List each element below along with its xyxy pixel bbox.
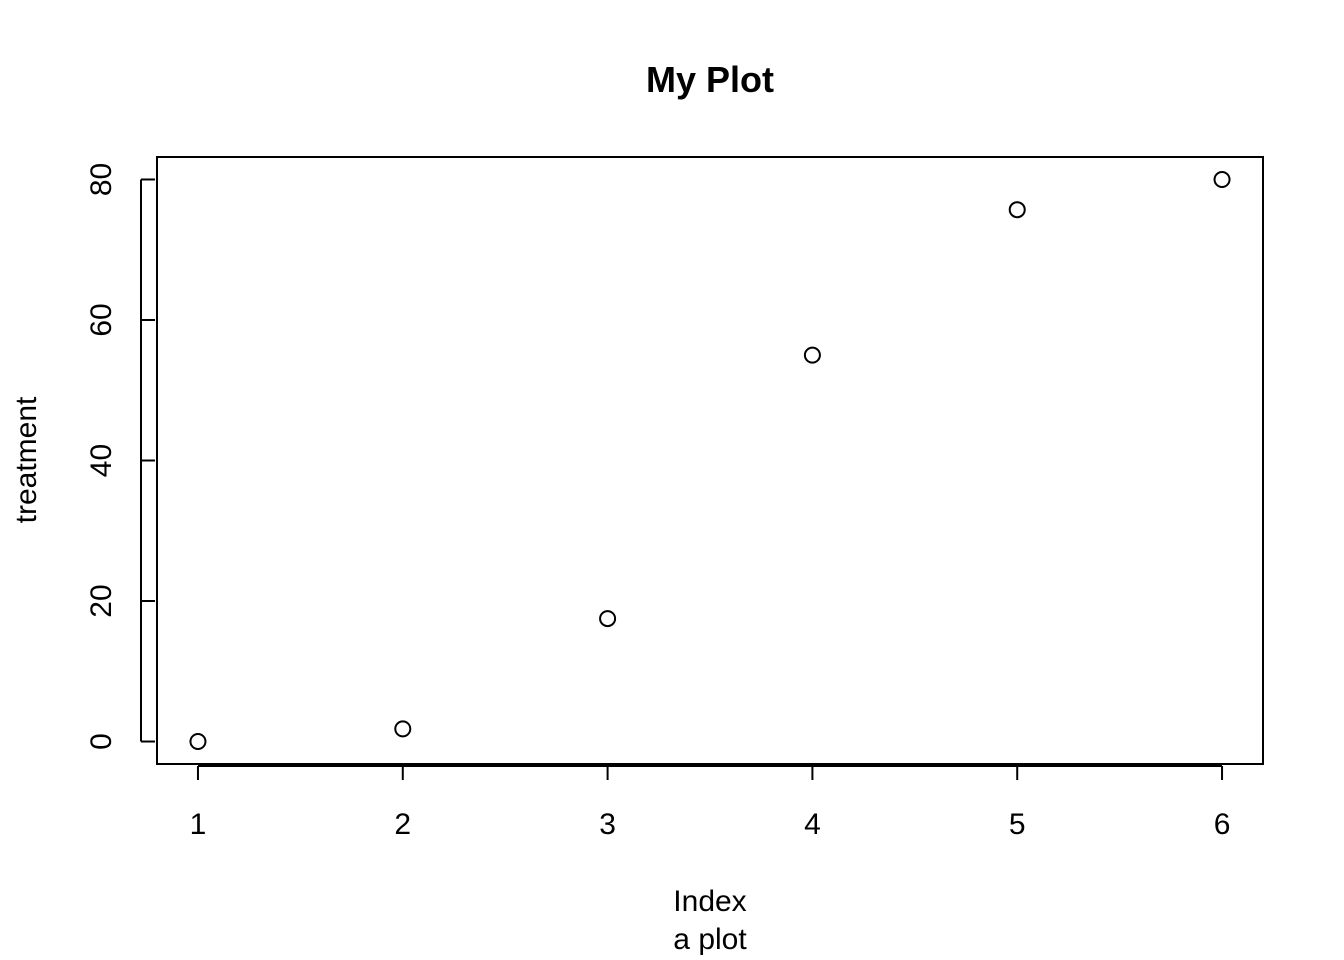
data-point [599, 610, 617, 628]
y-tick-label: 80 [85, 163, 118, 196]
y-axis: 0 20 40 60 80 [85, 163, 155, 750]
x-axis: 1 2 3 4 5 6 [190, 765, 1231, 841]
data-point [189, 733, 207, 751]
data-point [1213, 170, 1231, 188]
y-axis-title: treatment [10, 396, 43, 523]
plot-frame [156, 156, 1264, 765]
y-tick-label: 0 [85, 733, 118, 750]
data-point [394, 720, 412, 738]
x-tick-label: 6 [1214, 808, 1231, 841]
x-tick-label: 2 [394, 808, 411, 841]
data-point [803, 346, 821, 364]
y-tick-label: 60 [85, 303, 118, 336]
y-tick-label: 20 [85, 584, 118, 617]
chart-subtitle: a plot [673, 923, 747, 956]
x-tick-label: 5 [1009, 808, 1026, 841]
x-axis-title: Index [673, 885, 746, 918]
chart-title: My Plot [646, 59, 774, 100]
x-tick-label: 1 [190, 808, 207, 841]
x-tick-label: 3 [599, 808, 616, 841]
data-points [189, 170, 1231, 751]
y-tick-label: 40 [85, 444, 118, 477]
x-tick-label: 4 [804, 808, 821, 841]
data-point [1008, 201, 1026, 219]
